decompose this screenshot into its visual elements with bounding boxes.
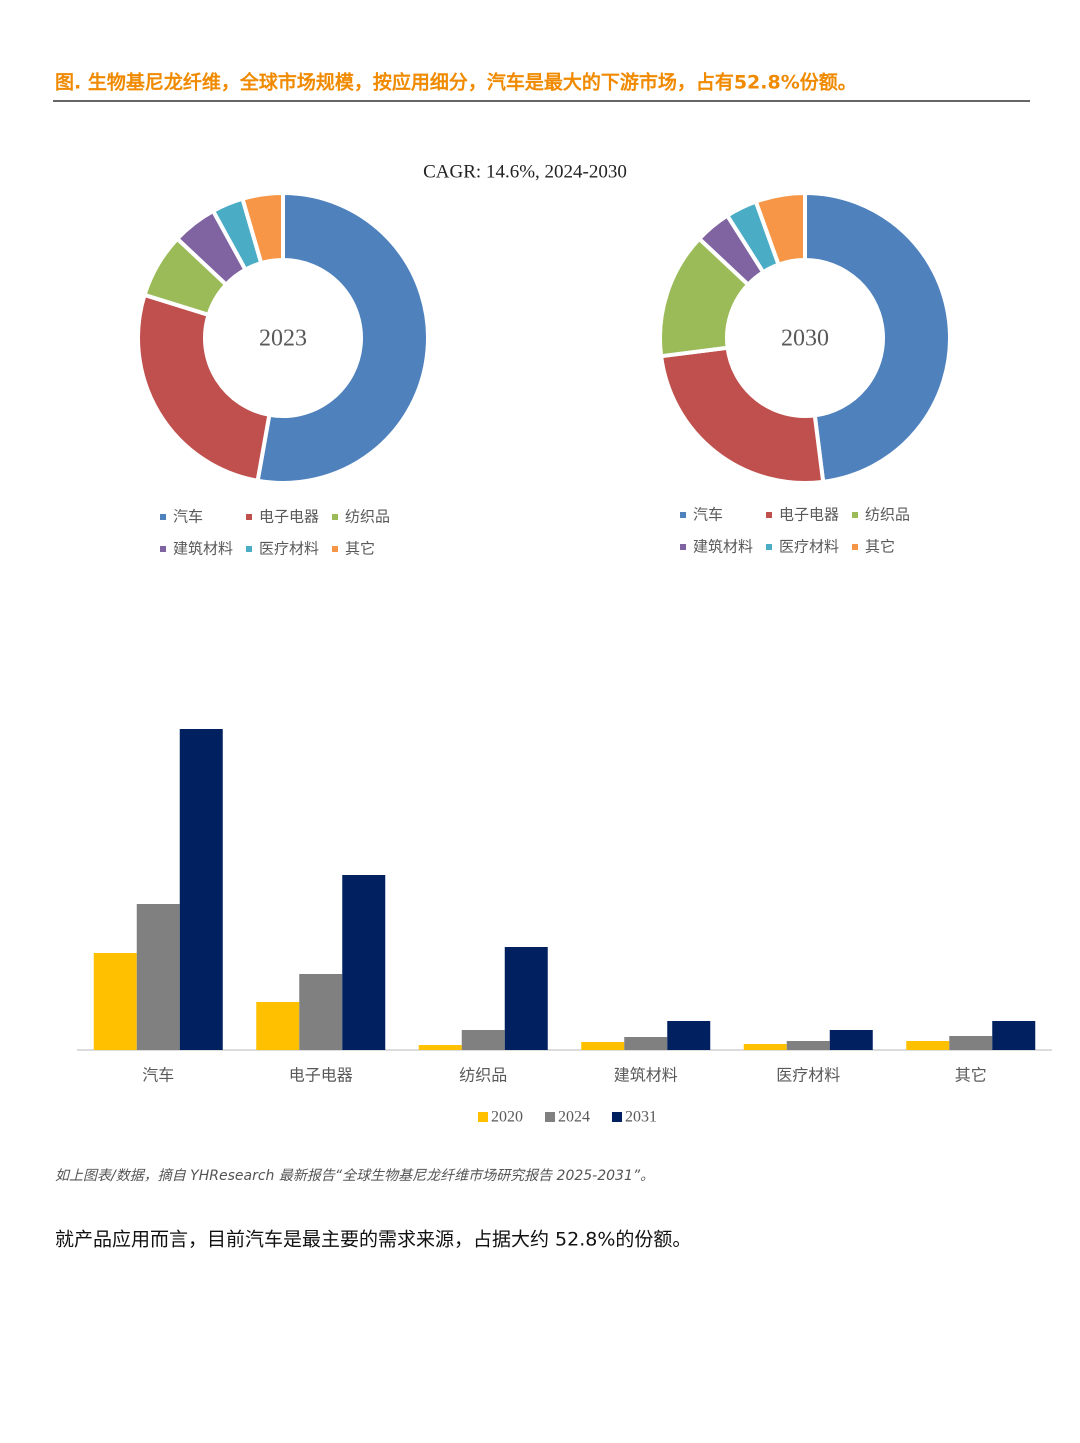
x-tick-label: 建筑材料 (614, 1066, 678, 1085)
x-tick-label: 医疗材料 (776, 1066, 840, 1085)
bar (829, 1030, 873, 1050)
donut-segment (240, 190, 285, 266)
legend-swatch (160, 546, 166, 552)
legend-swatch (852, 512, 858, 518)
body-text: 就产品应用而言，目前汽车是最主要的需求来源，占据大约 52.8%的份额。 (55, 1229, 691, 1251)
legend-swatch (332, 546, 338, 552)
legend-label: 汽车 (173, 508, 203, 526)
bar (581, 1042, 625, 1050)
bar (624, 1037, 668, 1050)
legend-label: 其它 (865, 538, 895, 556)
bar (299, 974, 343, 1050)
legend-label: 建筑材料 (693, 538, 753, 556)
legend-swatch (766, 544, 772, 550)
source-note: 如上图表/数据，摘自 YHResearch 最新报告“全球生物基尼龙纤维市场研究… (55, 1168, 654, 1184)
bar (418, 1045, 462, 1050)
bar (342, 875, 386, 1050)
legend-label: 纺织品 (345, 508, 390, 526)
legend-swatch (160, 514, 166, 520)
donut-center-label: 2030 (781, 326, 829, 352)
legend-label: 2024 (558, 1109, 590, 1126)
legend-swatch (766, 512, 772, 518)
donut-segment (803, 190, 952, 485)
x-tick-label: 汽车 (142, 1066, 174, 1085)
header-title: 图. 生物基尼龙纤维，全球市场规模，按应用细分，汽车是最大的下游市场，占有52.… (55, 71, 857, 94)
legend-label: 其它 (345, 540, 375, 558)
legend-swatch (680, 512, 686, 518)
bar (992, 1021, 1036, 1050)
bar (949, 1036, 993, 1050)
bar (461, 1030, 505, 1050)
donut-segment (136, 292, 272, 484)
bar (179, 729, 223, 1050)
legend-swatch (545, 1112, 555, 1122)
legend-label: 建筑材料 (173, 540, 233, 558)
bar (906, 1041, 950, 1050)
donut-center-label: 2023 (259, 326, 307, 352)
legend-label: 医疗材料 (779, 538, 839, 556)
x-tick-label: 电子电器 (289, 1066, 353, 1085)
x-tick-label: 其它 (955, 1066, 987, 1085)
legend-label: 纺织品 (865, 506, 910, 524)
bar (93, 953, 137, 1050)
legend-swatch (612, 1112, 622, 1122)
donut-segment (658, 345, 826, 485)
bar (136, 904, 180, 1050)
bar (786, 1041, 830, 1050)
bar (667, 1021, 711, 1050)
bar (256, 1002, 300, 1050)
cagr-annotation: CAGR: 14.6%, 2024-2030 (423, 161, 627, 182)
donut-segment (753, 190, 807, 268)
legend-label: 2031 (625, 1109, 657, 1126)
legend-label: 电子电器 (779, 506, 839, 524)
legend-swatch (852, 544, 858, 550)
legend-label: 2020 (491, 1109, 523, 1126)
legend-swatch (680, 544, 686, 550)
legend-label: 汽车 (693, 506, 723, 524)
bar (743, 1044, 787, 1050)
legend-swatch (478, 1112, 488, 1122)
legend-label: 电子电器 (259, 508, 319, 526)
legend-swatch (246, 514, 252, 520)
legend-swatch (332, 514, 338, 520)
legend-swatch (246, 546, 252, 552)
bar (504, 947, 548, 1050)
donut-segment (255, 190, 430, 485)
x-tick-label: 纺织品 (459, 1066, 507, 1085)
legend-label: 医疗材料 (259, 540, 319, 558)
